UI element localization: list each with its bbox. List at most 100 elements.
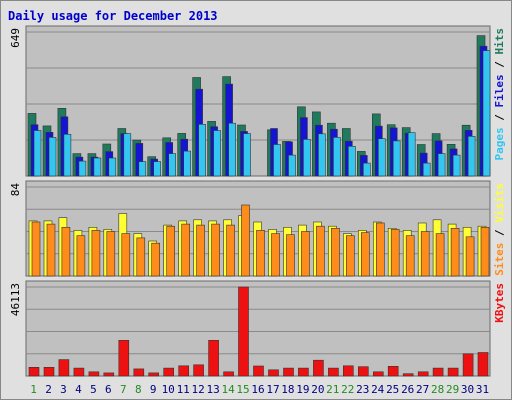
x-tick-label: 30 bbox=[461, 383, 474, 396]
x-tick-label: 6 bbox=[105, 383, 112, 396]
x-tick-label: 13 bbox=[206, 383, 219, 396]
x-tick-label: 25 bbox=[386, 383, 399, 396]
bar-pages-day-9 bbox=[153, 161, 161, 177]
x-tick-label: 18 bbox=[281, 383, 294, 396]
bar-sites-day-26 bbox=[405, 235, 415, 277]
x-tick-label: 19 bbox=[296, 383, 309, 396]
bar-sites-day-17 bbox=[271, 233, 280, 277]
bar-kbytes-day-12 bbox=[193, 364, 204, 377]
bar-sites-day-25 bbox=[390, 229, 400, 277]
bar-sites-day-23 bbox=[360, 232, 370, 277]
bar-pages-day-1 bbox=[33, 130, 42, 177]
x-tick-label: 28 bbox=[431, 383, 444, 396]
bar-pages-day-19 bbox=[303, 139, 311, 177]
bar-sites-day-16 bbox=[256, 230, 265, 277]
bar-pages-day-20 bbox=[318, 133, 326, 177]
bar-pages-day-8 bbox=[138, 161, 147, 177]
bar-sites-day-22 bbox=[345, 235, 355, 277]
bar-pages-day-7 bbox=[123, 133, 132, 177]
x-axis-day-labels: 1 2 3 4 5 6 7 8 9 10 11 12 13 14 15 16 17 18 19 20 21 22 23 24 2… bbox=[30, 383, 489, 396]
y-axis-max-label: 84 bbox=[9, 183, 22, 197]
bar-sites-day-14 bbox=[226, 224, 235, 277]
bar-pages-day-27 bbox=[422, 162, 431, 177]
bar-kbytes-day-25 bbox=[387, 365, 399, 377]
bar-kbytes-day-28 bbox=[432, 367, 444, 377]
bar-sites-day-5 bbox=[91, 230, 101, 277]
x-tick-label: 24 bbox=[371, 383, 385, 396]
bar-sites-day-7 bbox=[121, 233, 131, 277]
panel-kbytes: 46113 KBytes bbox=[9, 280, 506, 377]
x-tick-label: 21 bbox=[326, 383, 339, 396]
bar-kbytes-day-2 bbox=[43, 366, 55, 377]
bar-kbytes-day-1 bbox=[28, 366, 40, 377]
y-axis-max-label: 649 bbox=[9, 28, 22, 48]
bar-pages-day-3 bbox=[63, 134, 72, 177]
legend-part: / bbox=[493, 108, 506, 128]
bar-sites-day-20 bbox=[316, 225, 325, 277]
bar-sites-day-2 bbox=[46, 223, 56, 277]
x-tick-label: 10 bbox=[162, 383, 175, 396]
bar-pages-day-4 bbox=[78, 160, 87, 177]
x-tick-label: 22 bbox=[341, 383, 354, 396]
legend-part: Visits bbox=[493, 183, 506, 223]
legend-label-kbytes: KBytes bbox=[493, 283, 506, 323]
bar-pages-day-25 bbox=[392, 140, 401, 177]
bar-pages-day-18 bbox=[288, 154, 296, 177]
bar-pages-day-13 bbox=[213, 130, 221, 177]
bar-pages-day-22 bbox=[347, 146, 356, 177]
x-tick-label: 8 bbox=[135, 383, 142, 396]
bar-pages-day-30 bbox=[467, 136, 476, 177]
x-tick-label: 3 bbox=[60, 383, 67, 396]
bar-pages-day-2 bbox=[48, 137, 57, 177]
x-tick-label: 20 bbox=[311, 383, 324, 396]
x-tick-label: 5 bbox=[90, 383, 97, 396]
x-tick-label: 14 bbox=[221, 383, 235, 396]
x-tick-label: 16 bbox=[251, 383, 264, 396]
bar-kbytes-day-15 bbox=[238, 286, 249, 377]
bar-kbytes-day-27 bbox=[417, 371, 429, 377]
x-tick-label: 7 bbox=[120, 383, 127, 396]
bar-kbytes-day-8 bbox=[133, 368, 145, 377]
bar-kbytes-day-3 bbox=[58, 359, 70, 377]
bar-sites-day-6 bbox=[106, 231, 116, 277]
bar-kbytes-day-20 bbox=[313, 359, 324, 377]
bar-kbytes-day-6 bbox=[103, 372, 115, 377]
bar-sites-day-19 bbox=[301, 231, 310, 277]
bar-sites-day-24 bbox=[375, 222, 385, 277]
bar-pages-day-26 bbox=[407, 132, 416, 177]
legend-part: KBytes bbox=[493, 283, 506, 323]
bar-sites-day-28 bbox=[435, 233, 445, 277]
series-sites bbox=[31, 204, 490, 277]
bar-sites-day-9 bbox=[151, 242, 160, 277]
bar-pages-day-14 bbox=[228, 122, 236, 177]
bar-kbytes-day-10 bbox=[163, 367, 174, 377]
legend-label-hits-files-pages: Pages / Files / Hits bbox=[493, 28, 506, 161]
bar-pages-day-21 bbox=[333, 137, 341, 177]
x-tick-label: 9 bbox=[150, 383, 157, 396]
bar-pages-day-23 bbox=[362, 162, 371, 177]
series-kbytes bbox=[28, 286, 489, 377]
x-tick-label: 2 bbox=[45, 383, 52, 396]
bar-sites-day-21 bbox=[331, 228, 340, 277]
bar-kbytes-day-16 bbox=[253, 365, 264, 377]
bar-sites-day-31 bbox=[480, 227, 490, 277]
bar-sites-day-3 bbox=[61, 227, 71, 277]
x-tick-label: 11 bbox=[177, 383, 190, 396]
bar-kbytes-day-13 bbox=[208, 339, 219, 377]
bar-kbytes-day-14 bbox=[223, 371, 234, 377]
bar-sites-day-8 bbox=[136, 237, 146, 277]
bar-sites-day-29 bbox=[450, 228, 460, 277]
series-pages bbox=[33, 50, 491, 177]
bar-sites-day-13 bbox=[211, 223, 220, 277]
bar-kbytes-day-17 bbox=[268, 369, 279, 377]
x-tick-label: 12 bbox=[191, 383, 204, 396]
bar-pages-day-12 bbox=[198, 124, 206, 177]
bar-pages-day-15 bbox=[243, 133, 251, 177]
bar-kbytes-day-4 bbox=[73, 367, 85, 377]
y-axis-max-label: 46113 bbox=[9, 283, 22, 316]
bar-kbytes-day-23 bbox=[357, 366, 369, 377]
bar-kbytes-day-9 bbox=[148, 372, 159, 377]
legend-part: Sites bbox=[493, 243, 506, 276]
x-tick-label: 29 bbox=[446, 383, 459, 396]
